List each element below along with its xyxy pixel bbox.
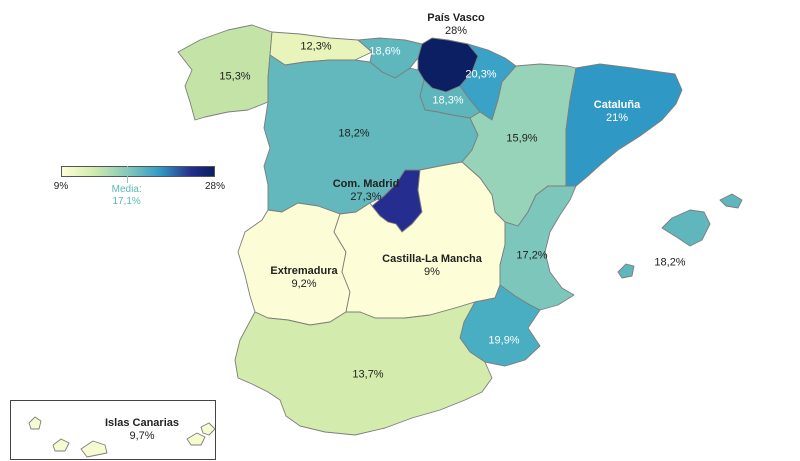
label-canarias: Islas Canarias 9,7%: [105, 417, 179, 443]
label-castilla-leon: 18,2%: [338, 128, 369, 141]
region-andalucia[interactable]: [234, 301, 493, 436]
value-galicia: 15,3%: [219, 70, 251, 83]
region-baleares[interactable]: [617, 193, 743, 279]
legend-mean-title: Media:: [111, 184, 142, 195]
region-galicia[interactable]: [177, 24, 273, 121]
value-castilla-la-mancha: 9%: [424, 266, 440, 278]
label-cataluna: Cataluña 21%: [594, 99, 640, 125]
value-cataluna: 21%: [605, 112, 629, 124]
value-valencia: 17,2%: [516, 249, 548, 262]
value-murcia: 19,9%: [488, 334, 520, 347]
legend-max-label: 28%: [204, 181, 226, 192]
value-cantabria: 18,6%: [369, 45, 401, 58]
value-pais-vasco: 28%: [444, 25, 468, 37]
color-scale-legend: 9% 28% Media: 17,1%: [54, 166, 225, 216]
value-extremadura: 9,2%: [291, 278, 317, 290]
label-murcia: 19,9%: [488, 335, 519, 348]
label-cantabria: 18,6%: [369, 46, 400, 59]
canarias-inset: Islas Canarias 9,7%: [10, 400, 216, 460]
label-navarra: 20,3%: [465, 69, 496, 82]
label-la-rioja: 18,3%: [432, 95, 463, 108]
legend-mean-label: Media: 17,1%: [112, 184, 142, 208]
value-la-rioja: 18,3%: [432, 94, 464, 107]
canarias-islands-map: [28, 416, 216, 458]
label-asturias: 12,3%: [300, 41, 331, 54]
name-cataluna: Cataluña: [593, 99, 641, 111]
label-extremadura: Extremadura 9,2%: [270, 265, 337, 291]
name-madrid: Com. Madrid: [332, 178, 400, 190]
legend-mean-value: 17,1%: [112, 196, 141, 207]
label-pais-vasco: País Vasco 28%: [427, 12, 485, 38]
value-aragon: 15,9%: [506, 132, 538, 145]
label-aragon: 15,9%: [506, 133, 537, 146]
name-canarias: Islas Canarias: [105, 417, 179, 429]
label-madrid: Com. Madrid 27,3%: [333, 178, 400, 204]
value-canarias: 9,7%: [129, 430, 155, 442]
label-galicia: 15,3%: [219, 71, 250, 84]
name-pais-vasco: País Vasco: [427, 12, 485, 24]
region-canarias[interactable]: [28, 416, 216, 458]
label-baleares: 18,2%: [654, 257, 685, 270]
label-castilla-la-mancha: Castilla-La Mancha 9%: [382, 253, 482, 279]
name-castilla-la-mancha: Castilla-La Mancha: [382, 253, 482, 265]
name-extremadura: Extremadura: [270, 265, 338, 277]
region-extremadura[interactable]: [237, 202, 351, 326]
value-castilla-leon: 18,2%: [338, 127, 370, 140]
label-valencia: 17,2%: [516, 250, 547, 263]
label-andalucia: 13,7%: [352, 369, 383, 382]
value-navarra: 20,3%: [465, 68, 497, 81]
value-asturias: 12,3%: [300, 40, 332, 53]
region-cataluna[interactable]: [565, 63, 683, 187]
legend-mean-marker: [126, 166, 128, 183]
value-baleares: 18,2%: [654, 256, 686, 269]
legend-min-label: 9%: [53, 181, 69, 192]
legend-gradient-bar: [61, 166, 215, 177]
value-andalucia: 13,7%: [352, 368, 384, 381]
spain-choropleth-map: [177, 24, 743, 436]
value-madrid: 27,3%: [350, 191, 382, 203]
